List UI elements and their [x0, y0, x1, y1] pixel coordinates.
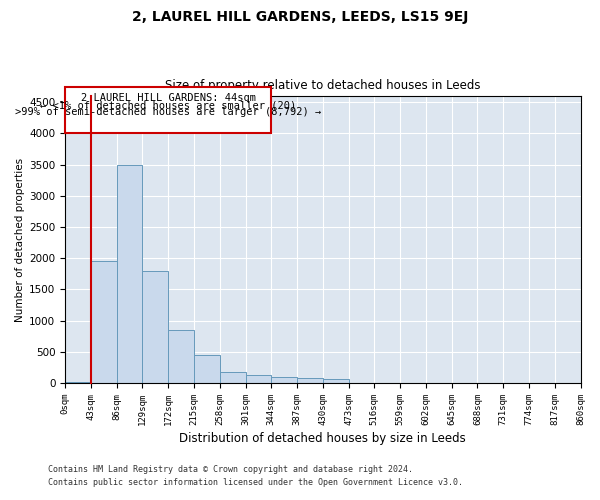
Bar: [91, 262, 116, 383]
Title: Size of property relative to detached houses in Leeds: Size of property relative to detached ho…: [165, 79, 481, 92]
Bar: [220, 372, 245, 383]
Bar: [65, 382, 91, 383]
Bar: [245, 375, 271, 383]
Bar: [271, 377, 297, 383]
Y-axis label: Number of detached properties: Number of detached properties: [15, 158, 25, 322]
Bar: [142, 270, 168, 383]
Bar: [323, 378, 349, 383]
Text: Contains public sector information licensed under the Open Government Licence v3: Contains public sector information licen…: [48, 478, 463, 487]
X-axis label: Distribution of detached houses by size in Leeds: Distribution of detached houses by size …: [179, 432, 466, 445]
Text: Contains HM Land Registry data © Crown copyright and database right 2024.: Contains HM Land Registry data © Crown c…: [48, 466, 413, 474]
Bar: [194, 355, 220, 383]
Text: >99% of semi-detached houses are larger (8,792) →: >99% of semi-detached houses are larger …: [15, 107, 322, 117]
Text: 2 LAUREL HILL GARDENS: 44sqm: 2 LAUREL HILL GARDENS: 44sqm: [81, 94, 256, 104]
Text: 2, LAUREL HILL GARDENS, LEEDS, LS15 9EJ: 2, LAUREL HILL GARDENS, LEEDS, LS15 9EJ: [132, 10, 468, 24]
Bar: [297, 378, 323, 383]
Bar: [65, 86, 271, 134]
Bar: [116, 164, 142, 383]
Text: ← <1% of detached houses are smaller (20): ← <1% of detached houses are smaller (20…: [40, 100, 296, 110]
Bar: [168, 330, 194, 383]
